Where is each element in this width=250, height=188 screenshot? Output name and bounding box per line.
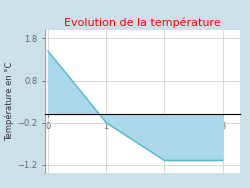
Y-axis label: Température en °C: Température en °C [5, 62, 15, 141]
Title: Evolution de la température: Evolution de la température [64, 17, 221, 28]
